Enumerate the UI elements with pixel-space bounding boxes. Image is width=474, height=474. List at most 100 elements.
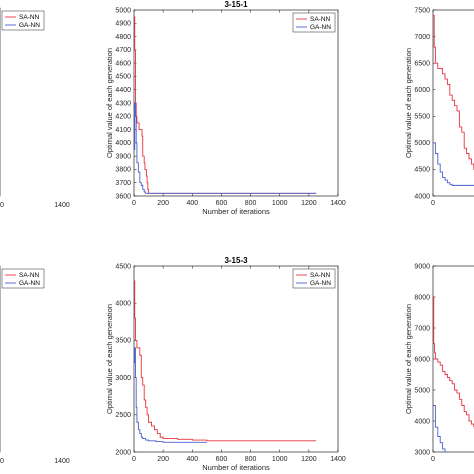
x-tick-label: 0 — [132, 456, 136, 463]
x-tick-label: 200 — [157, 200, 169, 207]
x-tick-label: 400 — [186, 456, 198, 463]
x-tick-label: 800 — [245, 456, 257, 463]
y-tick-label: 6500 — [414, 60, 430, 67]
x-tick-label: 400 — [186, 200, 198, 207]
x-tick-label: 600 — [216, 200, 228, 207]
series-line-ga-nn — [433, 405, 448, 452]
legend-label: GA-NN — [19, 280, 40, 287]
y-tick-label: 3600 — [115, 193, 131, 200]
y-tick-label: 4900 — [115, 21, 131, 28]
y-tick-label: 4600 — [115, 60, 131, 67]
y-tick-label: 5000 — [414, 140, 430, 147]
y-tick-label: 4000 — [414, 193, 430, 200]
series-line-ga-nn — [134, 347, 207, 443]
series-group — [134, 16, 317, 194]
y-tick-label: 4300 — [115, 100, 131, 107]
y-tick-label: 5000 — [115, 7, 131, 14]
y-tick-label: 3000 — [115, 375, 131, 382]
chart-panel-bottom-center: 3-15-3 0 200 400 600 800 1000 1200 1400 2000 2500 3… — [105, 256, 346, 472]
x-tick-label: 0 — [0, 202, 4, 209]
series-line-sa-nn — [433, 296, 474, 428]
x-tick-label: 1000 — [272, 456, 288, 463]
legend-label: SA-NN — [19, 14, 40, 21]
chart-panel-top-right-partial: 020040004500500055006000650070007500Opti… — [404, 7, 474, 207]
x-tick-label: 1400 — [330, 200, 346, 207]
y-tick-label: 4200 — [115, 114, 131, 121]
chart-title: 3-15-1 — [224, 0, 248, 9]
y-tick-label: 5000 — [414, 387, 430, 394]
series-line-sa-nn — [134, 280, 317, 442]
y-tick-label: 7000 — [414, 34, 430, 41]
y-tick-label: 9000 — [414, 263, 430, 270]
y-tick-label: 8000 — [414, 294, 430, 301]
y-tick-label: 5500 — [414, 114, 430, 121]
y-tick-label: 4800 — [115, 34, 131, 41]
y-axis-label: Optimal value of each generation — [105, 48, 114, 158]
legend-label: SA-NN — [19, 272, 40, 279]
legend-label: GA-NN — [310, 24, 331, 31]
x-tick-label: 0 — [0, 458, 4, 465]
chart-panel-bottom-right-partial: 02003000400050006000700080009000Optimal … — [404, 263, 474, 463]
y-tick-label: 4500 — [115, 74, 131, 81]
y-tick-label: 4500 — [115, 263, 131, 270]
y-tick-label: 3000 — [414, 449, 430, 456]
y-tick-label: 4100 — [115, 127, 131, 134]
legend-label: GA-NN — [310, 280, 331, 287]
y-tick-label: 4000 — [115, 140, 131, 147]
series-group — [433, 14, 474, 186]
x-tick-label: 200 — [157, 456, 169, 463]
series-line-ga-nn — [433, 142, 474, 186]
y-tick-label: 4000 — [414, 418, 430, 425]
plot-area — [133, 9, 339, 197]
y-axis-label: Optimal value of each generation — [404, 48, 413, 158]
chart-panel-top-center: 3-15-1 0 200 400 600 800 1000 1200 1400 3600 3700 3… — [105, 0, 346, 216]
y-tick-label: 6000 — [414, 356, 430, 363]
y-tick-label: 7500 — [414, 7, 430, 14]
x-tick-label: 1400 — [330, 456, 346, 463]
y-tick-label: 4700 — [115, 47, 131, 54]
series-line-ga-nn — [134, 102, 317, 194]
x-tick-label: 1400 — [54, 458, 70, 465]
x-tick-label: 0 — [431, 456, 435, 463]
x-tick-label: 1200 — [301, 456, 317, 463]
plot-area — [133, 265, 339, 453]
x-tick-label: 800 — [245, 200, 257, 207]
y-tick-label: 2500 — [115, 412, 131, 419]
legend-label: GA-NN — [19, 22, 40, 29]
x-tick-label: 0 — [431, 200, 435, 207]
y-tick-label: 3800 — [115, 167, 131, 174]
y-tick-label: 6000 — [414, 87, 430, 94]
series-group — [134, 280, 317, 443]
x-tick-label: 1000 — [272, 200, 288, 207]
plot-area — [432, 9, 474, 197]
series-group — [433, 296, 474, 452]
chart-title: 3-15-3 — [224, 256, 248, 265]
y-axis-label: Optimal value of each generation — [404, 304, 413, 414]
y-axis-label: Optimal value of each generation — [105, 304, 114, 414]
x-tick-label: 1400 — [54, 202, 70, 209]
y-tick-label: 3700 — [115, 180, 131, 187]
y-tick-label: 3500 — [115, 338, 131, 345]
legend-label: SA-NN — [310, 16, 331, 23]
y-tick-label: 2000 — [115, 449, 131, 456]
series-line-sa-nn — [433, 14, 474, 170]
series-line-sa-nn — [134, 16, 317, 194]
y-tick-label: 7000 — [414, 325, 430, 332]
y-tick-label: 4400 — [115, 87, 131, 94]
y-tick-label: 4000 — [115, 301, 131, 308]
plot-area — [432, 265, 474, 453]
x-tick-label: 600 — [216, 456, 228, 463]
x-tick-label: 0 — [132, 200, 136, 207]
x-tick-label: 1200 — [301, 200, 317, 207]
x-axis-label: Number of iterations — [202, 463, 270, 472]
y-tick-label: 4500 — [414, 167, 430, 174]
x-axis-label: Number of iterations — [202, 207, 270, 216]
y-tick-label: 3900 — [115, 153, 131, 160]
